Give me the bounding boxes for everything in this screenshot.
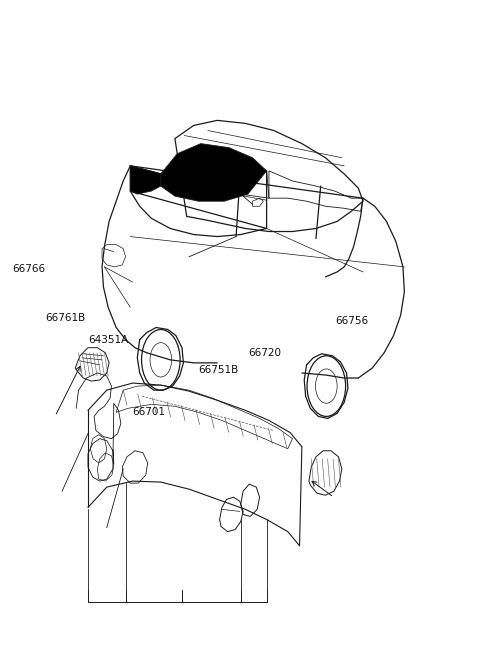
Text: 66751B: 66751B [198,365,239,375]
Polygon shape [130,166,161,194]
Text: 66761B: 66761B [46,313,86,323]
Polygon shape [161,143,266,201]
Text: 64351A: 64351A [88,335,128,345]
Text: 66766: 66766 [12,265,46,274]
Text: 66720: 66720 [248,348,281,358]
Text: 66701: 66701 [132,407,166,417]
Text: 66756: 66756 [335,316,368,326]
